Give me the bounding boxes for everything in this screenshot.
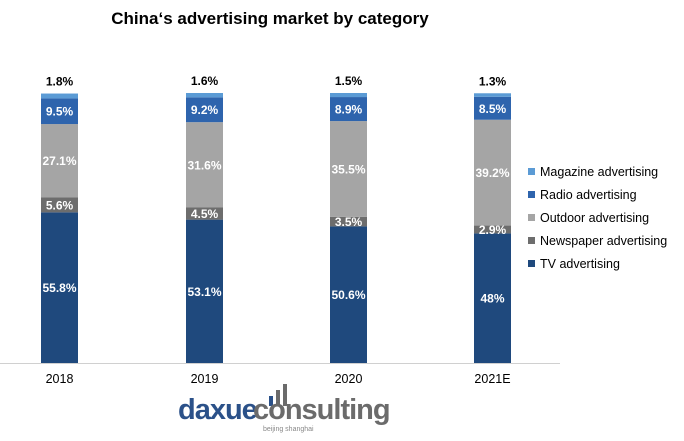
bar-segment <box>474 93 511 97</box>
bar-segment <box>330 226 367 363</box>
bar-segment <box>186 207 223 220</box>
data-label: 1.5% <box>335 74 363 88</box>
data-label: 53.1% <box>187 285 221 299</box>
bar-segment <box>330 216 367 227</box>
data-label: 1.3% <box>479 74 507 88</box>
bar-segment <box>474 225 511 234</box>
legend-item: Outdoor advertising <box>528 206 667 229</box>
legend-swatch <box>528 237 535 244</box>
bar-segment <box>330 121 367 217</box>
data-label: 4.5% <box>191 207 219 221</box>
x-tick-label: 2018 <box>46 372 74 386</box>
bar-segment <box>41 124 78 198</box>
legend-item: Magazine advertising <box>528 160 667 183</box>
data-label: 8.5% <box>479 102 507 116</box>
logo-text-consulting: consulting <box>253 394 391 426</box>
bar-segment <box>186 219 223 363</box>
bar-segment <box>41 197 78 213</box>
bar-segment <box>186 122 223 208</box>
bar-segment <box>186 93 223 98</box>
data-label: 1.6% <box>191 74 219 88</box>
bar-segment <box>330 93 367 98</box>
legend-item: Radio advertising <box>528 183 667 206</box>
legend-swatch <box>528 191 535 198</box>
bar-segment <box>330 97 367 122</box>
bar-segment <box>474 119 511 226</box>
data-label: 48% <box>480 292 504 306</box>
logo-subtext: beijing shanghai <box>263 426 314 433</box>
legend-swatch <box>528 168 535 175</box>
x-tick-label: 2019 <box>191 372 219 386</box>
data-label: 2.9% <box>479 223 507 237</box>
legend-label: Outdoor advertising <box>540 210 650 225</box>
legend-swatch <box>528 214 535 221</box>
legend-label: TV advertising <box>540 256 620 271</box>
data-label: 50.6% <box>331 288 365 302</box>
legend-item: TV advertising <box>528 252 667 275</box>
x-tick-label: 2021E <box>474 372 510 386</box>
data-label: 27.1% <box>42 154 76 168</box>
data-label: 39.2% <box>475 166 509 180</box>
bar-segment <box>474 96 511 120</box>
logo-text-daxue: daxue <box>178 394 258 426</box>
legend-item: Newspaper advertising <box>528 229 667 252</box>
daxue-consulting-logo: daxue consulting beijing shanghai <box>178 384 391 434</box>
data-label: 5.6% <box>46 198 74 212</box>
chart-title: China‘s advertising market by category <box>111 9 429 28</box>
bar-logo-icon <box>269 384 287 406</box>
data-label: 1.8% <box>46 75 74 89</box>
bar-segment <box>41 212 78 363</box>
legend-label: Newspaper advertising <box>540 233 668 248</box>
data-label: 8.9% <box>335 103 363 117</box>
legend-swatch <box>528 260 535 267</box>
data-label: 35.5% <box>331 163 365 177</box>
data-label: 31.6% <box>187 158 221 172</box>
bar-segment <box>186 97 223 123</box>
bar-segment <box>474 233 511 363</box>
bar-segment <box>41 93 78 99</box>
data-label: 3.5% <box>335 215 363 229</box>
x-tick-label: 2020 <box>335 372 363 386</box>
bar-segment <box>41 98 78 125</box>
data-label: 9.5% <box>46 105 74 119</box>
data-label: 9.2% <box>191 103 219 117</box>
data-label: 55.8% <box>42 281 76 295</box>
legend-label: Magazine advertising <box>540 164 659 179</box>
legend-label: Radio advertising <box>540 187 637 202</box>
legend: Magazine advertising Radio advertising Out… <box>528 160 667 275</box>
